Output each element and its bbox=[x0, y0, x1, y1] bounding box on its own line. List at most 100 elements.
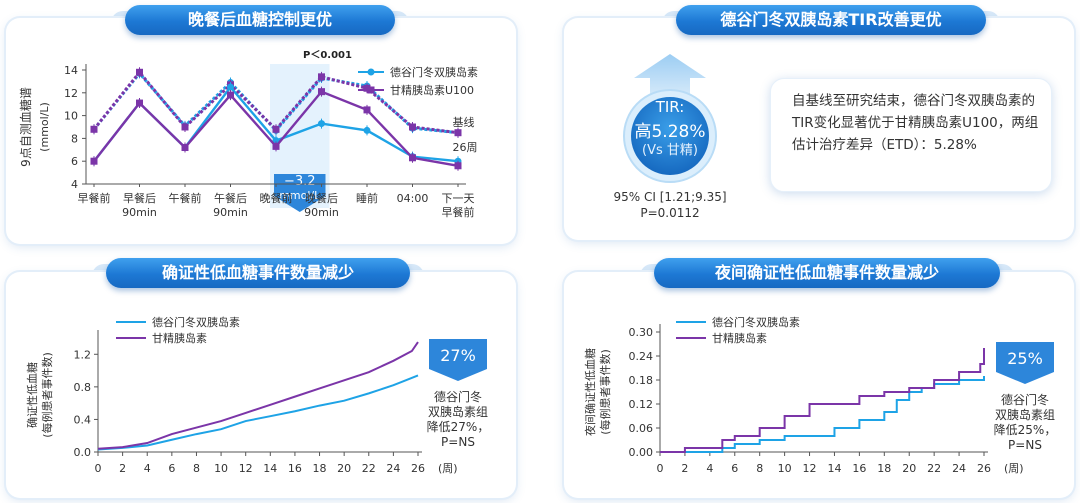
data-point bbox=[363, 106, 371, 114]
y-axis-unit: (mmol/L) bbox=[38, 102, 51, 152]
legend-label-glargine: 甘精胰岛素 bbox=[152, 331, 207, 345]
data-point bbox=[90, 125, 98, 133]
panel-confirmed-hypo bbox=[6, 272, 516, 498]
y-tick-label: 12 bbox=[64, 87, 78, 100]
y-tick-label: 0.30 bbox=[629, 326, 654, 339]
legend-label-degludec: 德谷门冬双胰岛素 bbox=[152, 315, 240, 329]
x-tick-label: 26 bbox=[411, 462, 425, 475]
x-tick-label: 午餐后 bbox=[214, 191, 247, 205]
y-tick-label: 10 bbox=[64, 110, 78, 123]
tir-comparison: (Vs 甘精) bbox=[642, 143, 698, 158]
y-tick-label: 0.0 bbox=[74, 446, 92, 459]
legend-marker-glargine bbox=[367, 86, 375, 94]
x-tick-label: 16 bbox=[852, 462, 866, 475]
data-point bbox=[454, 162, 462, 170]
y-axis-unit: (每例患者事件数) bbox=[598, 349, 612, 435]
y-tick-label: 8 bbox=[71, 132, 78, 145]
x-tick-label: 早餐前 bbox=[78, 191, 111, 205]
series-line bbox=[92, 69, 459, 135]
difference-value: −3.2 bbox=[284, 174, 316, 189]
p-value-label: P＜0.001 bbox=[303, 49, 352, 61]
reduction-note-line: 双胰岛素组 bbox=[995, 407, 1055, 422]
x-tick-label: 24 bbox=[386, 462, 400, 475]
x-tick-label: 12 bbox=[803, 462, 817, 475]
x-tick-label: 0 bbox=[657, 462, 664, 475]
reduction-badge bbox=[429, 339, 487, 381]
data-point bbox=[454, 129, 462, 137]
up-arrow-icon bbox=[634, 54, 706, 98]
tir-ci: 95% CI [1.21;9.35] bbox=[613, 190, 727, 204]
data-point bbox=[136, 68, 143, 76]
y-tick-label: 4 bbox=[71, 178, 78, 191]
data-point bbox=[318, 73, 325, 81]
week26-label: 26周 bbox=[453, 141, 478, 154]
tir-label: TIR: bbox=[655, 98, 685, 116]
panel-title-nocturnal-hypo: 夜间确证性低血糖事件数量减少 bbox=[640, 258, 1014, 288]
x-tick-label: 14 bbox=[263, 462, 277, 475]
legend-label-glargine: 甘精胰岛素U100 bbox=[390, 83, 474, 97]
x-tick-label: 90min bbox=[213, 206, 248, 219]
x-tick-label: 10 bbox=[214, 462, 228, 475]
tir-description: 自基线至研究结束，德谷门冬双胰岛素的TIR变化显著优于甘精胰岛素U100，两组估… bbox=[792, 93, 1039, 153]
reduction-badge bbox=[996, 342, 1054, 384]
data-point bbox=[227, 91, 234, 99]
x-tick-label: 20 bbox=[902, 462, 916, 475]
reduction-note-line: 德谷门冬 bbox=[1001, 392, 1049, 407]
x-tick-label: 20 bbox=[337, 462, 351, 475]
panel-title-confirmed-hypo: 确证性低血糖事件数量减少 bbox=[92, 258, 424, 288]
x-tick-label: 26 bbox=[977, 462, 991, 475]
x-tick-label: 18 bbox=[313, 462, 327, 475]
y-tick-label: 0.8 bbox=[74, 381, 92, 394]
x-axis-unit: (周) bbox=[1004, 462, 1024, 475]
data-point bbox=[272, 142, 280, 150]
data-point bbox=[363, 126, 371, 134]
series-line bbox=[660, 376, 985, 453]
x-tick-label: 8 bbox=[193, 462, 200, 475]
y-tick-label: 0.06 bbox=[629, 422, 654, 435]
data-point bbox=[409, 154, 416, 162]
y-tick-label: 0.18 bbox=[629, 374, 654, 387]
data-point bbox=[227, 83, 234, 91]
reduction-note-line: P=NS bbox=[1008, 438, 1042, 452]
data-point bbox=[318, 88, 325, 96]
reduction-note-line: 双胰岛素组 bbox=[428, 404, 488, 419]
y-tick-label: 0.00 bbox=[629, 446, 654, 459]
y-tick-label: 6 bbox=[71, 155, 78, 168]
tir-description-card bbox=[770, 78, 1052, 192]
data-point bbox=[272, 125, 280, 133]
reduction-note-line: 降低27%， bbox=[427, 420, 490, 434]
x-tick-label: 24 bbox=[952, 462, 966, 475]
panel-title-tir: 德谷门冬双胰岛素TIR改善更优 bbox=[662, 5, 1000, 35]
y-axis-unit: (每例患者事件数) bbox=[40, 352, 54, 438]
reduction-note-line: 降低25%， bbox=[994, 423, 1057, 437]
reduction-value: 25% bbox=[1007, 349, 1043, 368]
data-point bbox=[409, 123, 416, 131]
x-tick-label: 4 bbox=[144, 462, 151, 475]
x-tick-label: 14 bbox=[827, 462, 841, 475]
x-tick-label: 0 bbox=[95, 462, 102, 475]
legend-marker-degludec bbox=[367, 68, 375, 76]
legend-label-glargine: 甘精胰岛素 bbox=[712, 331, 767, 345]
panel-nocturnal-hypo bbox=[564, 272, 1074, 498]
series-line bbox=[97, 374, 419, 451]
data-point bbox=[181, 123, 189, 131]
x-tick-label: 04:00 bbox=[397, 192, 429, 205]
x-tick-label: 22 bbox=[362, 462, 376, 475]
x-tick-label: 早餐前 bbox=[442, 205, 475, 219]
reduction-note-line: 德谷门冬 bbox=[434, 389, 482, 404]
reduction-note-line: P=NS bbox=[441, 435, 475, 449]
y-axis-label: 确证性低血糖 bbox=[25, 362, 39, 428]
x-tick-label: 下一天 bbox=[442, 192, 475, 205]
difference-unit: mmol/L bbox=[279, 189, 321, 202]
x-tick-label: 18 bbox=[877, 462, 891, 475]
data-point bbox=[90, 157, 98, 165]
x-tick-label: 4 bbox=[706, 462, 713, 475]
tir-badge bbox=[623, 54, 717, 183]
x-tick-label: 90min bbox=[122, 206, 157, 219]
data-point bbox=[363, 84, 371, 92]
legend-label-degludec: 德谷门冬双胰岛素 bbox=[712, 315, 800, 329]
tir-value: 高5.28% bbox=[634, 122, 706, 142]
baseline-label: 基线 bbox=[453, 115, 475, 129]
x-tick-label: 晚餐前 bbox=[260, 191, 293, 205]
x-tick-label: 睡前 bbox=[356, 191, 378, 205]
